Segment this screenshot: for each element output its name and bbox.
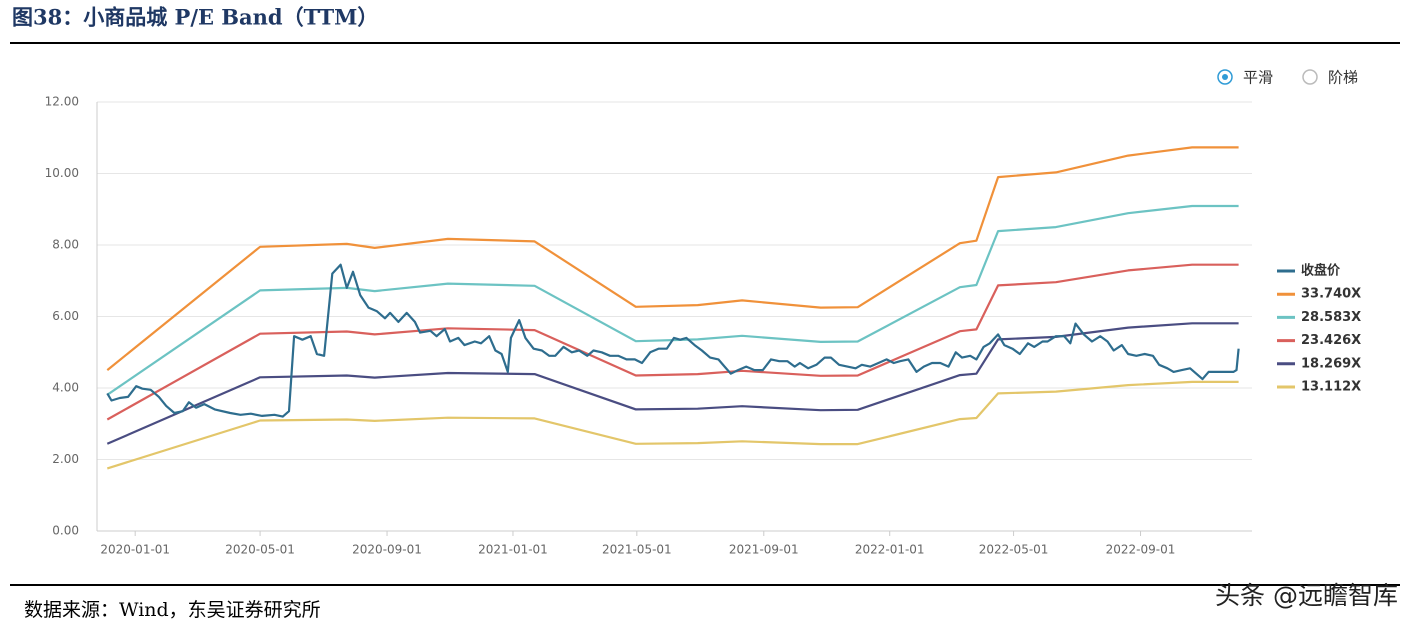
source: 数据来源：Wind，东吴证券研究所 xyxy=(24,599,321,621)
legend-label: 23.426X xyxy=(1301,333,1361,348)
y-tick-label: 8.00 xyxy=(52,238,79,252)
legend-label: 18.269X xyxy=(1301,356,1361,371)
series-line xyxy=(106,146,1239,371)
y-tick-label: 6.00 xyxy=(52,309,79,323)
series-line xyxy=(106,263,1240,418)
legend-label: 33.740X xyxy=(1301,287,1361,302)
y-tick-label: 0.00 xyxy=(52,524,79,538)
watermark: 头条 @远瞻智库 xyxy=(1215,581,1398,610)
x-tick-label: 2020-09-01 xyxy=(352,543,422,557)
option-smooth[interactable]: 平滑 xyxy=(1217,69,1273,87)
x-tick-label: 2020-05-01 xyxy=(225,543,295,557)
legend-label: 收盘价 xyxy=(1301,263,1341,279)
y-tick-label: 4.00 xyxy=(52,381,79,395)
x-tick-label: 2022-05-01 xyxy=(979,543,1049,557)
legend-label: 13.112X xyxy=(1301,380,1361,395)
x-tick-label: 2021-09-01 xyxy=(729,543,799,557)
series-line xyxy=(106,322,1239,445)
x-tick-label: 2022-09-01 xyxy=(1106,543,1176,557)
radio[interactable] xyxy=(1217,69,1233,85)
y-tick-label: 2.00 xyxy=(52,452,79,466)
series-line xyxy=(106,204,1239,396)
x-tick-label: 2022-01-01 xyxy=(855,543,925,557)
radio-dot xyxy=(1222,74,1228,80)
x-tick-label: 2020-01-01 xyxy=(100,543,170,557)
option-label[interactable]: 平滑 xyxy=(1243,69,1273,87)
y-tick-label: 10.00 xyxy=(45,166,79,180)
y-tick-label: 12.00 xyxy=(45,95,79,109)
radio[interactable] xyxy=(1302,69,1318,85)
figure-title: 图38：小商品城 P/E Band（TTM） xyxy=(12,5,378,30)
series-line xyxy=(106,263,1239,421)
legend-label: 28.583X xyxy=(1301,310,1361,325)
x-tick-label: 2021-05-01 xyxy=(602,543,672,557)
x-tick-label: 2021-01-01 xyxy=(478,543,548,557)
option-step[interactable]: 阶梯 xyxy=(1302,69,1358,87)
series-line xyxy=(106,380,1239,470)
option-label[interactable]: 阶梯 xyxy=(1328,69,1358,87)
